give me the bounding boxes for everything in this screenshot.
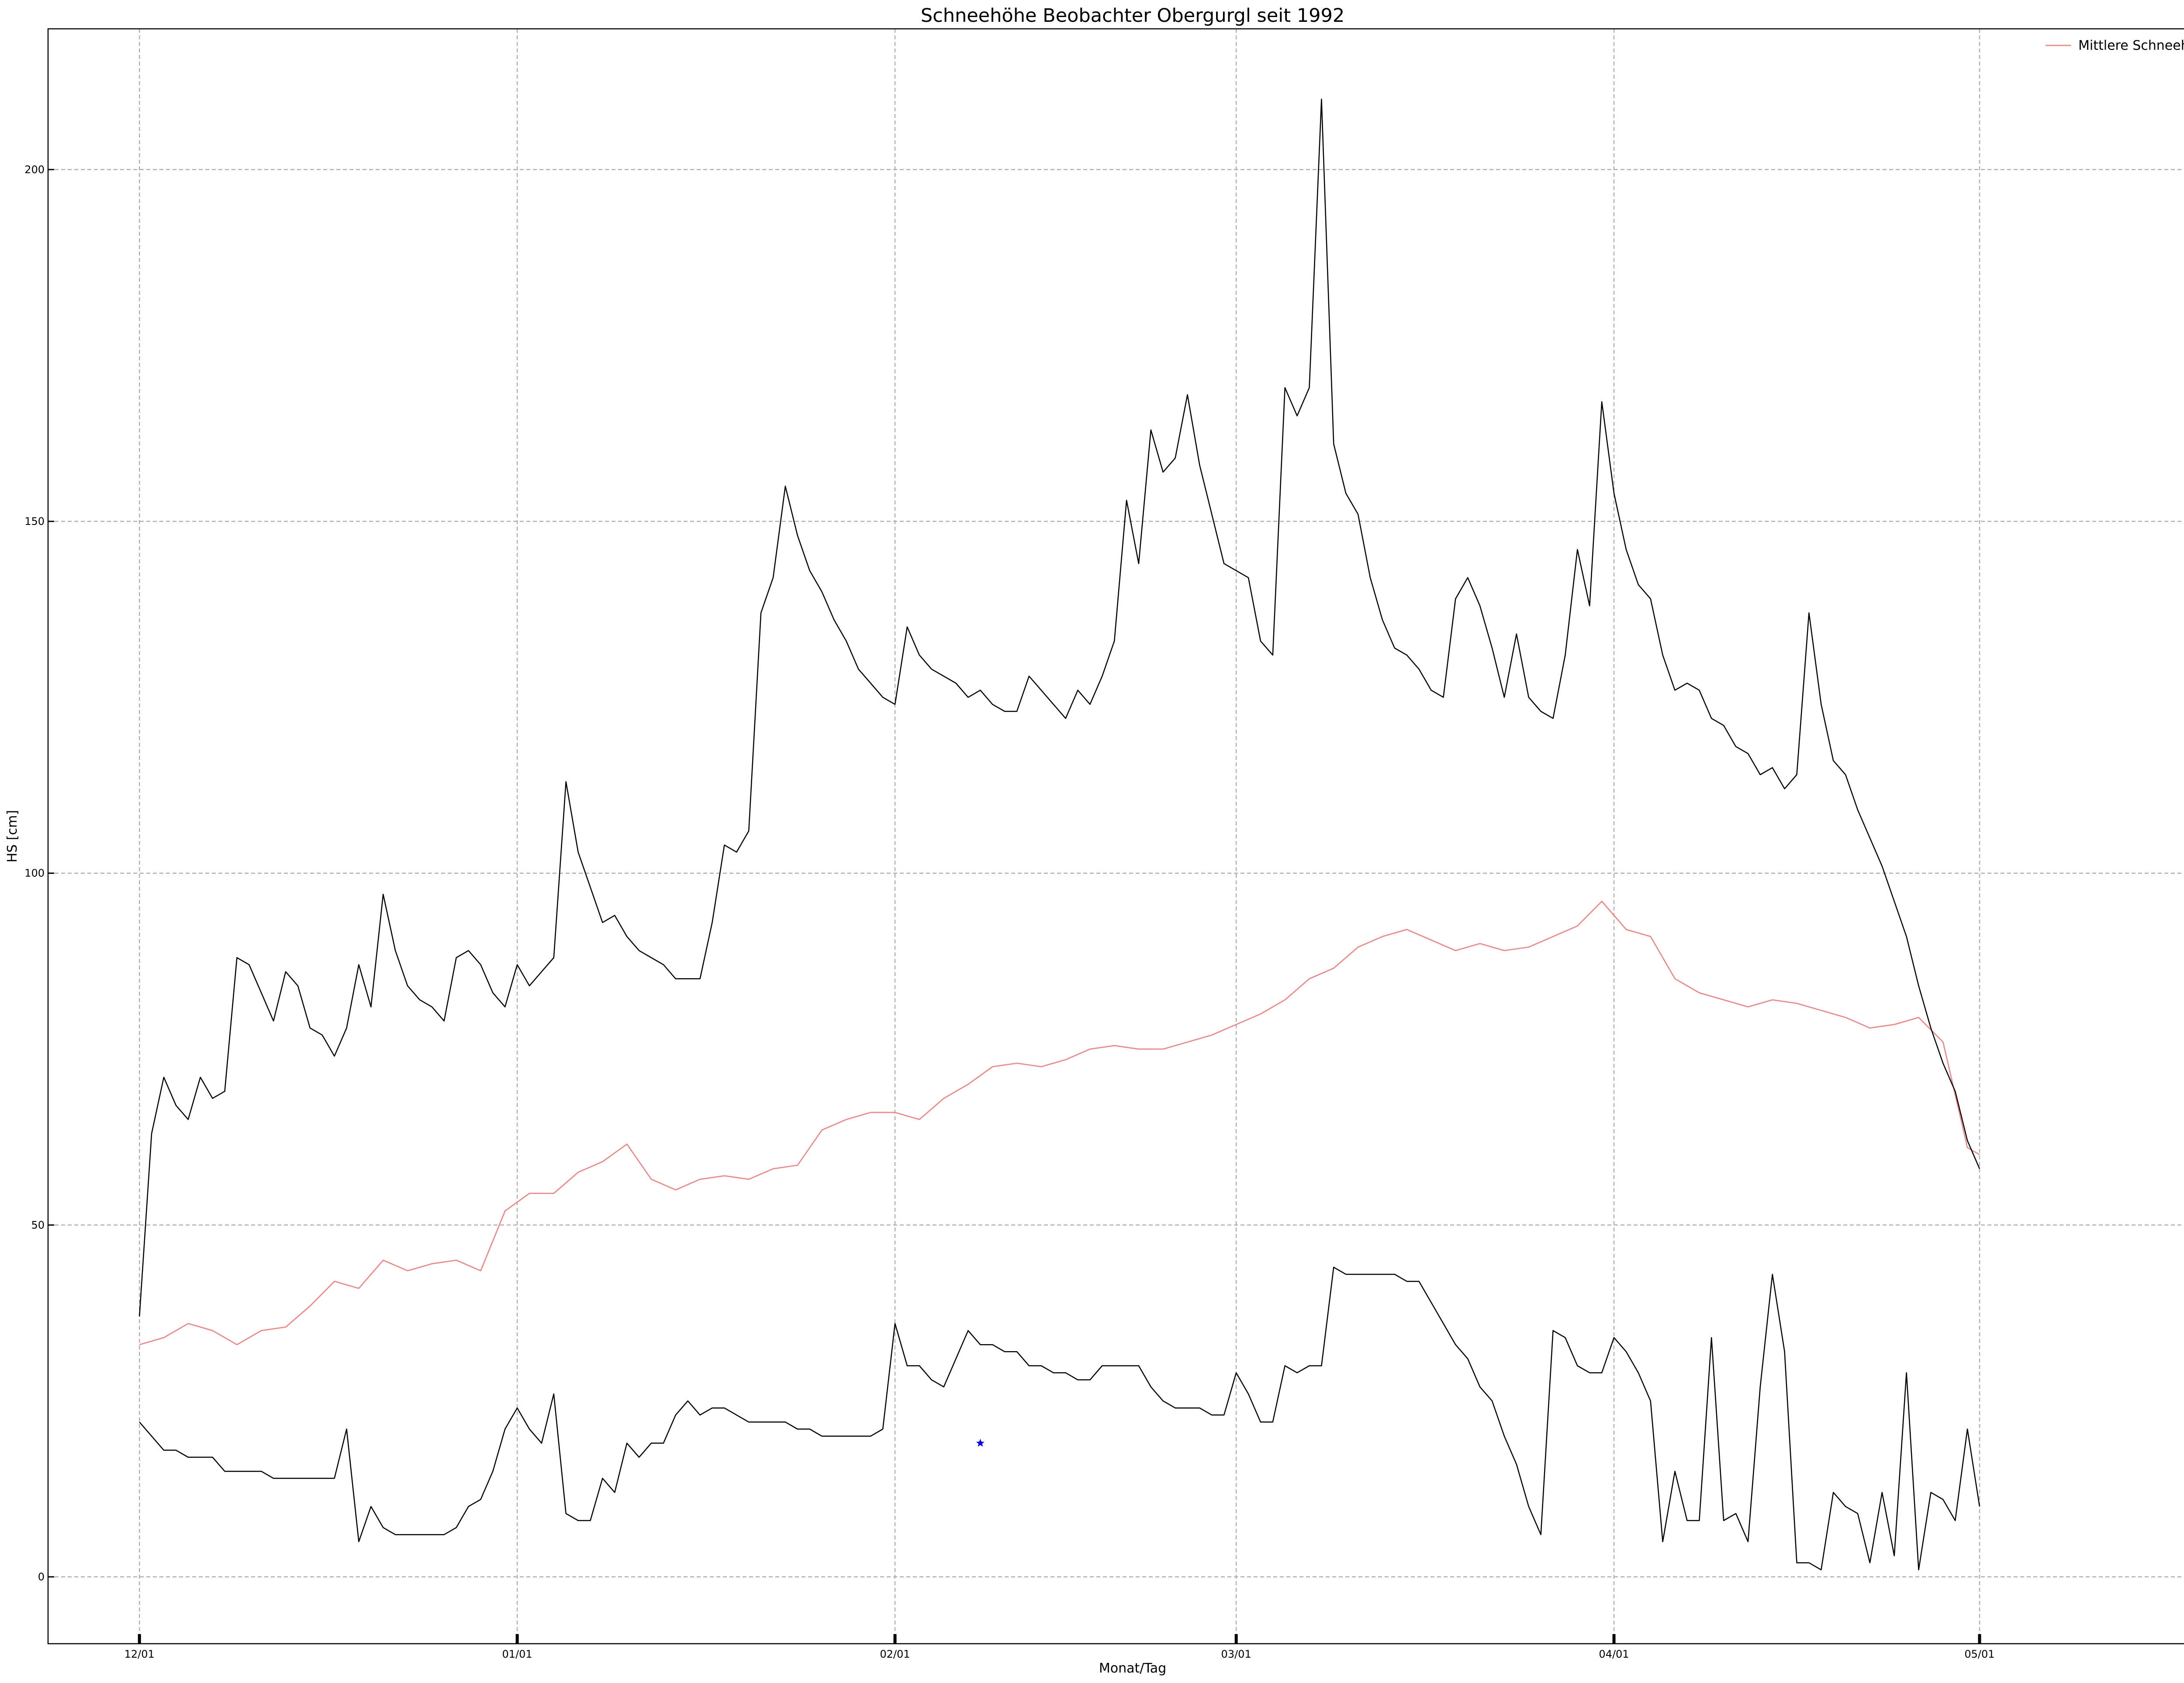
x-tick-label: 02/01 bbox=[880, 1648, 910, 1660]
series-line-minimum bbox=[139, 1266, 1980, 1571]
y-tick-label: 150 bbox=[24, 515, 45, 528]
series-lines bbox=[138, 98, 1980, 1571]
x-axis-label: Monat/Tag bbox=[1099, 1661, 1166, 1676]
x-tick-label: 05/01 bbox=[1964, 1648, 1994, 1660]
x-tick-label: 04/01 bbox=[1599, 1648, 1629, 1660]
y-tick-label: 200 bbox=[24, 163, 45, 176]
series-line-mean-snow-depth bbox=[139, 900, 1980, 1345]
x-tick-label: 01/01 bbox=[502, 1648, 532, 1660]
star-marker bbox=[976, 1438, 985, 1447]
chart-title: Schneehöhe Beobachter Obergurgl seit 199… bbox=[921, 5, 1344, 27]
plot-frame bbox=[47, 28, 2184, 1645]
grid-lines bbox=[48, 29, 2184, 1644]
y-tick-label: 0 bbox=[38, 1571, 45, 1583]
x-tick-label: 12/01 bbox=[124, 1648, 155, 1660]
y-tick-label: 50 bbox=[31, 1219, 45, 1231]
marker-layer bbox=[976, 1438, 985, 1447]
legend-label: Mittlere Schneehöhe bbox=[2078, 38, 2184, 53]
series-line-maximum bbox=[138, 98, 1980, 1317]
y-tick-label: 100 bbox=[24, 867, 45, 879]
x-tick-label: 03/01 bbox=[1221, 1648, 1251, 1660]
y-axis-label: HS [cm] bbox=[5, 810, 20, 862]
legend: Mittlere Schneehöhe bbox=[2046, 38, 2184, 53]
axis-ticks: 12/01 01/01 02/01 03/01 04/01 05/01 0 50 100 150 2… bbox=[24, 163, 1994, 1660]
